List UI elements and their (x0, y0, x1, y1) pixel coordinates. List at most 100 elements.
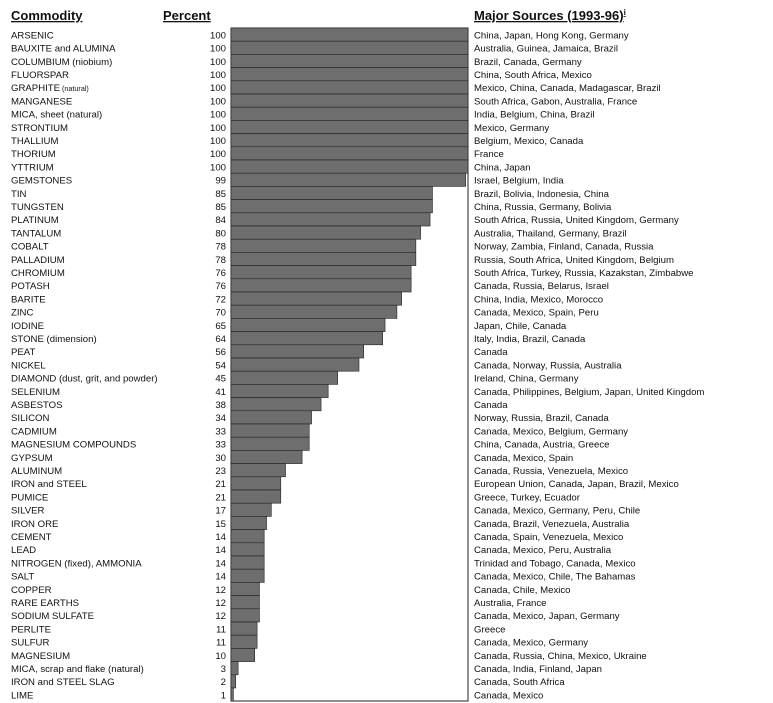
sources-label: Canada, Mexico, Spain, Peru (474, 308, 599, 319)
sources-label: South Africa, Russia, United Kingdom, Ge… (474, 215, 679, 226)
commodity-label: ARSENIC (11, 30, 54, 41)
sources-label: Australia, Guinea, Jamaica, Brazil (474, 44, 618, 55)
sources-label: France (474, 149, 504, 160)
percent-label: 78 (215, 242, 226, 253)
commodity-label: PEAT (11, 347, 35, 358)
commodity-label: SILICON (11, 413, 49, 424)
bar (230, 199, 433, 214)
commodity-label: TIN (11, 189, 27, 200)
bar (230, 582, 260, 596)
bar (230, 80, 469, 95)
commodity-label: COPPER (11, 585, 52, 596)
percent-label: 38 (215, 400, 226, 411)
sources-label: Canada, Mexico, Chile, The Bahamas (474, 572, 636, 583)
sources-label: Canada, Norway, Russia, Australia (474, 360, 622, 371)
bar (230, 357, 360, 372)
percent-label: 33 (215, 426, 226, 437)
sources-label: Canada, Russia, Belarus, Israel (474, 281, 609, 292)
percent-label: 100 (210, 149, 226, 160)
percent-label: 2 (221, 677, 226, 688)
sources-label: Belgium, Mexico, Canada (474, 136, 584, 147)
bar (230, 410, 312, 425)
commodity-label: PUMICE (11, 492, 48, 503)
bar (230, 265, 412, 280)
commodity-qualifier: (natural) (60, 84, 89, 93)
commodity-label: COLUMBIUM (niobium) (11, 57, 112, 68)
bar (230, 397, 322, 412)
percent-column-header: Percent (163, 8, 211, 23)
bar (230, 621, 258, 636)
sources-label: Canada, Mexico, Belgium, Germany (474, 426, 628, 437)
bar (230, 331, 383, 346)
commodity-label: PALLADIUM (11, 255, 65, 266)
sources-label: Canada, Mexico, Spain (474, 453, 573, 464)
percent-label: 100 (210, 70, 226, 81)
commodity-label: BAUXITE and ALUMINA (11, 44, 116, 55)
percent-label: 12 (215, 611, 226, 622)
bar (230, 555, 265, 570)
commodity-label: GRAPHITE (natural) (11, 83, 89, 94)
bar (230, 648, 256, 662)
sources-label: Mexico, Germany (474, 123, 549, 134)
commodity-label: GEMSTONES (11, 176, 72, 187)
percent-label: 100 (210, 44, 226, 55)
percent-label: 76 (215, 281, 226, 292)
bar (230, 238, 417, 253)
sources-label: China, Canada, Austria, Greece (474, 440, 609, 451)
commodity-label: SODIUM SULFATE (11, 611, 94, 622)
sources-label: Canada, Russia, China, Mexico, Ukraine (474, 651, 647, 662)
sources-label: Canada (474, 400, 508, 411)
sources-label: Canada, Brazil, Venezuela, Australia (474, 519, 630, 530)
commodity-label: CHROMIUM (11, 268, 65, 279)
percent-label: 100 (210, 123, 226, 134)
percent-label: 12 (215, 585, 226, 596)
percent-label: 99 (215, 176, 226, 187)
commodity-label: IODINE (11, 321, 44, 332)
commodity-label: THORIUM (11, 149, 56, 160)
sources-label: Ireland, China, Germany (474, 374, 579, 385)
percent-label: 45 (215, 374, 226, 385)
percent-label: 100 (210, 30, 226, 41)
sources-column-header: Major Sources (1993-96)i (474, 8, 626, 23)
percent-label: 14 (215, 558, 226, 569)
percent-label: 14 (215, 545, 226, 556)
bar (230, 542, 265, 557)
percent-label: 80 (215, 228, 226, 239)
bar (230, 146, 469, 161)
commodity-label: STONE (dimension) (11, 334, 97, 345)
bar (230, 186, 433, 200)
sources-label: China, India, Mexico, Morocco (474, 294, 603, 305)
percent-label: 100 (210, 136, 226, 147)
sources-label: Brazil, Canada, Germany (474, 57, 582, 68)
sources-label: Canada, India, Finland, Japan (474, 664, 602, 675)
sources-label: Canada, South Africa (474, 677, 565, 688)
commodity-label: ZINC (11, 308, 33, 319)
commodity-label: TUNGSTEN (11, 202, 64, 213)
sources-label: Greece, Turkey, Ecuador (474, 492, 581, 503)
commodity-label: MAGNESIUM (11, 651, 70, 662)
sources-label: Australia, Thailand, Germany, Brazil (474, 228, 627, 239)
sources-label: Japan, Chile, Canada (474, 321, 567, 332)
sources-label: Canada, Philippines, Belgium, Japan, Uni… (474, 387, 704, 398)
percent-label: 100 (210, 83, 226, 94)
sources-label: Canada, Chile, Mexico (474, 585, 571, 596)
bar (230, 106, 469, 121)
commodity-label: IRON and STEEL SLAG (11, 677, 115, 688)
sources-label: Canada, Mexico, Germany (474, 638, 588, 649)
bar (230, 489, 282, 504)
commodity-label: CEMENT (11, 532, 52, 543)
commodity-label: LEAD (11, 545, 36, 556)
sources-label: Australia, France (474, 598, 547, 609)
commodity-label: MICA, sheet (natural) (11, 110, 102, 121)
commodity-label: IRON ORE (11, 519, 58, 530)
bar (230, 450, 303, 464)
commodity-label: COBALT (11, 242, 49, 253)
sources-label: China, Japan, Hong Kong, Germany (474, 30, 629, 41)
commodity-label: SULFUR (11, 638, 49, 649)
sources-label: Trinidad and Tobago, Canada, Mexico (474, 558, 636, 569)
commodity-label: SALT (11, 572, 34, 583)
sources-label: Brazil, Bolivia, Indonesia, China (474, 189, 610, 200)
bar (230, 423, 310, 438)
bar (230, 608, 260, 623)
